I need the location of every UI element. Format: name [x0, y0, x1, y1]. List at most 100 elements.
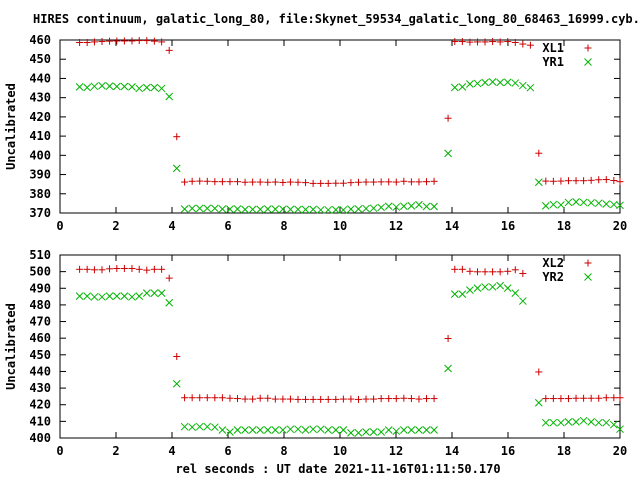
data-point-xl1: [362, 178, 370, 186]
data-point-xl2: [451, 265, 459, 273]
data-point-xl1: [113, 37, 121, 45]
data-point-xl2: [196, 394, 204, 402]
data-point-yr2: [511, 289, 520, 297]
data-point-xl1: [542, 177, 550, 185]
data-point-xl2: [271, 395, 279, 403]
data-point-yr1: [541, 202, 550, 210]
data-point-xl1: [203, 177, 211, 185]
data-point-xl1: [423, 178, 431, 186]
x-tick-label: 0: [56, 219, 63, 233]
x-tick-label: 20: [613, 444, 627, 458]
data-point-yr2: [399, 426, 408, 434]
data-point-yr1: [415, 200, 423, 209]
data-point-yr1: [188, 204, 197, 213]
data-point-yr1: [496, 78, 505, 87]
data-point-yr1: [172, 164, 181, 173]
data-point-xl2: [602, 394, 610, 402]
data-point-yr2: [339, 426, 348, 434]
data-point-yr2: [324, 426, 333, 434]
y-tick-label: 440: [29, 364, 51, 378]
data-point-yr2: [466, 286, 474, 294]
data-point-yr2: [354, 428, 363, 437]
data-point-xl1: [526, 41, 534, 49]
data-point-yr1: [210, 204, 219, 213]
x-tick-label: 16: [501, 444, 515, 458]
data-point-yr1: [142, 83, 151, 92]
data-point-yr2: [90, 293, 99, 301]
data-point-xl2: [218, 394, 226, 402]
data-point-xl1: [279, 178, 287, 186]
data-point-yr1: [195, 204, 204, 213]
data-point-xl1: [489, 38, 497, 46]
data-point-xl2: [370, 395, 378, 403]
data-point-xl2: [309, 395, 317, 403]
data-point-xl2: [113, 264, 121, 272]
data-point-xl2: [519, 269, 527, 277]
data-point-xl1: [218, 178, 226, 186]
data-point-yr2: [294, 425, 302, 434]
data-point-xl1: [580, 177, 588, 185]
data-point-yr2: [458, 290, 467, 298]
data-point-xl2: [165, 274, 173, 282]
data-point-yr1: [75, 83, 84, 91]
data-point-xl2: [354, 395, 362, 403]
data-point-yr2: [430, 426, 438, 434]
data-point-xl1: [128, 37, 136, 45]
data-point-yr1: [83, 83, 92, 92]
data-point-yr1: [150, 83, 159, 92]
data-point-xl1: [286, 178, 294, 186]
y-tick-label: 460: [29, 331, 51, 345]
data-point-xl2: [294, 395, 302, 403]
x-tick-label: 2: [112, 219, 119, 233]
data-point-xl1: [324, 179, 332, 187]
data-point-yr2: [450, 290, 459, 298]
data-point-xl1: [587, 176, 595, 184]
data-point-yr1: [564, 198, 573, 207]
data-point-xl2: [188, 394, 196, 402]
data-point-xl1: [415, 178, 423, 186]
y-tick-label: 430: [29, 91, 51, 105]
data-point-yr2: [534, 398, 543, 407]
data-point-yr2: [541, 418, 550, 427]
data-point-yr2: [594, 418, 603, 427]
data-point-xl1: [317, 179, 325, 187]
data-point-yr2: [256, 426, 265, 434]
data-point-xl2: [120, 264, 128, 272]
data-point-yr2: [587, 418, 596, 426]
data-point-xl2: [610, 394, 618, 402]
y-tick-label: 370: [29, 206, 51, 220]
data-point-yr1: [271, 205, 280, 214]
data-point-yr1: [526, 83, 535, 92]
data-point-xl1: [549, 177, 557, 185]
y-tick-label: 440: [29, 71, 51, 85]
data-point-xl2: [423, 395, 431, 403]
data-point-xl1: [90, 38, 98, 46]
data-point-xl2: [444, 335, 452, 343]
y-tick-label: 380: [29, 187, 51, 201]
data-point-xl1: [226, 178, 234, 186]
data-point-xl1: [392, 178, 400, 186]
data-point-xl1: [264, 178, 272, 186]
data-point-yr1: [602, 200, 611, 208]
data-point-xl1: [458, 38, 466, 46]
data-point-yr1: [481, 78, 489, 87]
data-point-yr1: [120, 82, 129, 91]
data-point-yr2: [150, 289, 159, 297]
data-point-xl1: [572, 177, 580, 185]
data-point-yr2: [392, 427, 401, 436]
x-tick-label: 4: [168, 444, 175, 458]
data-point-yr1: [98, 81, 106, 90]
data-point-xl1: [211, 178, 219, 186]
data-point-xl1: [120, 37, 128, 45]
data-point-xl1: [158, 38, 166, 46]
data-point-xl1: [83, 38, 91, 46]
data-point-yr2: [415, 426, 423, 434]
data-point-xl2: [83, 265, 91, 273]
data-point-yr2: [444, 364, 452, 373]
data-point-yr2: [83, 292, 92, 300]
data-point-yr2: [142, 289, 151, 297]
data-point-yr2: [75, 292, 84, 300]
data-point-yr1: [377, 203, 386, 212]
